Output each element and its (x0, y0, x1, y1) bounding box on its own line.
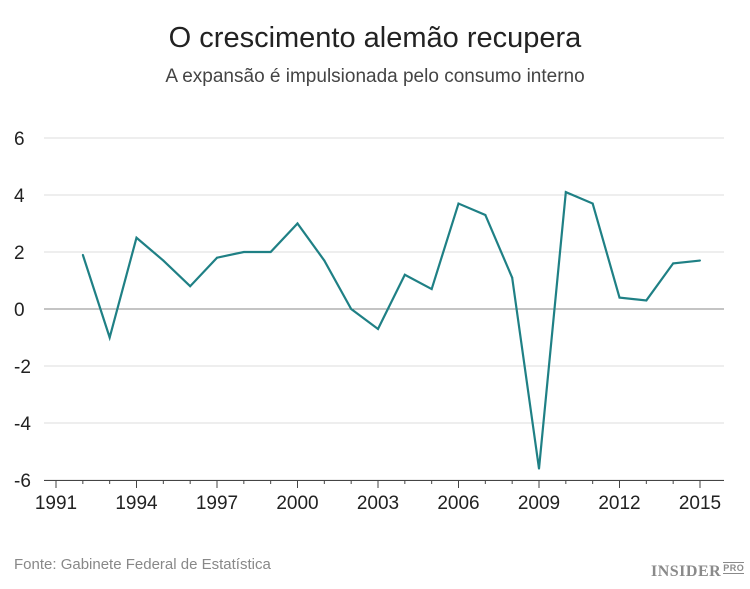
data-point (242, 251, 245, 253)
data-point (135, 236, 138, 239)
data-point (81, 253, 84, 256)
x-tick-label: 2009 (518, 493, 560, 514)
y-tick-label: 0 (14, 300, 25, 321)
growth-line (81, 190, 701, 469)
data-point (162, 259, 165, 262)
y-tick-label: 6 (14, 129, 25, 150)
y-tick-label: 2 (14, 243, 25, 264)
x-tick-label: 1997 (196, 493, 238, 514)
source-note: Fonte: Gabinete Federal de Estatística (14, 556, 271, 573)
data-point (511, 276, 514, 279)
insider-pro-logo: INSIDER PRO (651, 562, 745, 581)
x-tick-label: 2006 (437, 493, 479, 514)
x-tick-label: 2015 (679, 493, 721, 514)
data-point (484, 213, 487, 216)
y-tick-label: 4 (14, 186, 25, 207)
y-tick-label: -2 (14, 357, 31, 378)
chart-title: O crescimento alemão recupera (168, 22, 582, 54)
data-point (377, 327, 379, 330)
data-point (564, 191, 567, 194)
data-point (216, 256, 218, 259)
x-tick-label: 2012 (598, 493, 640, 514)
chart-subtitle: A expansão é impulsionada pelo consumo i… (165, 66, 585, 87)
y-tick-label: -6 (14, 471, 31, 492)
data-point (403, 273, 406, 276)
data-point (296, 222, 299, 225)
x-tick-label: 2000 (276, 493, 318, 514)
data-point (672, 262, 675, 265)
data-point (699, 259, 701, 262)
data-point (457, 202, 460, 205)
data-point (269, 251, 272, 253)
data-point (645, 299, 648, 302)
data-point (538, 467, 540, 470)
data-point (430, 288, 433, 291)
x-tick-label: 1994 (115, 493, 158, 514)
data-point (591, 202, 594, 205)
data-point (323, 259, 326, 262)
logo-suffix: PRO (723, 562, 745, 574)
x-tick-label: 2003 (357, 493, 399, 514)
data-point (350, 308, 353, 310)
data-point (618, 296, 621, 299)
logo-text: INSIDER (651, 563, 722, 580)
x-tick-label: 1991 (35, 493, 77, 514)
data-point (108, 336, 111, 339)
y-tick-label: -4 (14, 414, 31, 435)
data-point (189, 285, 192, 288)
